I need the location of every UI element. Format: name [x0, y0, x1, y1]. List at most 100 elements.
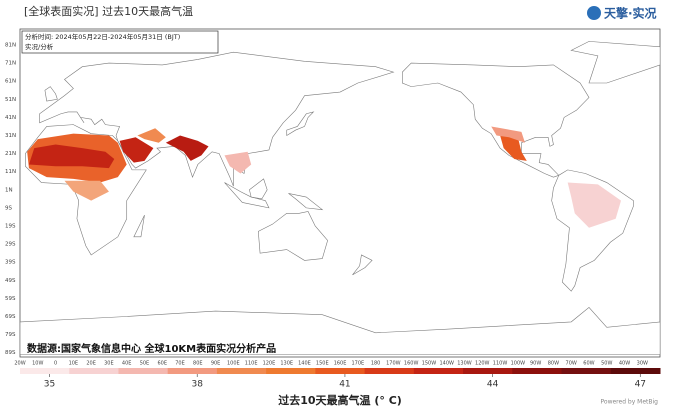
lon-label: 140W — [439, 361, 454, 367]
madagascar — [134, 215, 145, 237]
lat-label: 71N — [5, 61, 16, 67]
north-america — [402, 63, 589, 177]
lat-label: 39S — [5, 260, 16, 266]
lat-label: 49S — [5, 278, 16, 284]
warm-us — [491, 126, 525, 143]
lat-label: 41N — [5, 115, 16, 121]
lon-label: 50W — [601, 361, 612, 367]
lon-label: 170E — [351, 361, 364, 367]
colorbar-segment — [69, 368, 119, 374]
lat-label: 31N — [5, 133, 16, 139]
uk — [45, 87, 57, 101]
logo-icon — [587, 6, 601, 20]
lon-label: 60E — [157, 361, 167, 367]
lon-label: 160E — [334, 361, 347, 367]
lon-label: 130E — [280, 361, 293, 367]
source: 数据源:国家气象信息中心 全球10KM表面实况分析产品 — [27, 342, 276, 355]
colorbar-title: 过去10天最高气温 (° C) — [278, 393, 402, 407]
colorbar-segment — [266, 368, 316, 374]
lon-label: 90W — [530, 361, 541, 367]
greenland — [571, 41, 660, 83]
credit: Powered by MetBig — [601, 399, 659, 406]
lon-label: 0 — [54, 361, 57, 367]
colorbar-tick-label: 35 — [44, 380, 55, 390]
lon-label: 140E — [298, 361, 311, 367]
colorbar-segment — [610, 368, 661, 374]
lon-label: 180 — [371, 361, 381, 367]
hot-arabia — [119, 137, 154, 163]
colorbar-tick-label: 47 — [635, 380, 646, 390]
lat-label: 9S — [5, 205, 12, 211]
title: [全球表面实况] 过去10天最高气温 — [24, 4, 193, 18]
australia — [258, 212, 327, 261]
colorbar-segment — [216, 368, 267, 374]
borneo — [249, 179, 267, 199]
colorbar-tick-label: 41 — [339, 380, 350, 390]
product-kind: 实况/分析 — [25, 42, 54, 51]
lon-label: 50E — [140, 361, 150, 367]
lon-label: 70E — [175, 361, 185, 367]
lon-label: 120W — [475, 361, 490, 367]
lat-label: 51N — [5, 97, 16, 103]
hot-india — [165, 135, 209, 161]
lat-label: 21N — [5, 151, 16, 157]
lon-label: 20E — [86, 361, 96, 367]
new-guinea — [289, 193, 323, 209]
lon-label: 160W — [404, 361, 419, 367]
lon-label: 20W — [14, 361, 25, 367]
lat-label: 89S — [5, 350, 16, 356]
lon-label: 10W — [32, 361, 43, 367]
lat-label: 19S — [5, 224, 16, 230]
lat-label: 59S — [5, 296, 16, 302]
lon-label: 10E — [69, 361, 79, 367]
lon-label: 80E — [193, 361, 203, 367]
info-box — [21, 30, 219, 54]
lat-label: 69S — [5, 314, 16, 320]
colorbar-segment — [463, 368, 513, 374]
lon-label: 100E — [227, 361, 240, 367]
colorbar-segment — [167, 368, 218, 374]
indonesia — [225, 183, 269, 208]
warm-africa — [64, 180, 109, 201]
lon-label: 60W — [583, 361, 594, 367]
colorbar-segment — [561, 368, 612, 374]
logo: 天擎·实况 — [604, 6, 657, 21]
warm-brazil — [567, 182, 622, 228]
new-zealand — [353, 255, 373, 275]
hot-sahara — [28, 144, 115, 169]
lat-label: 79S — [5, 332, 16, 338]
colorbar-segment — [512, 368, 563, 374]
warm-se-asia — [224, 151, 252, 174]
lat-label: 11N — [5, 169, 16, 175]
lon-label: 30E — [104, 361, 114, 367]
colorbar-segment — [118, 368, 169, 374]
colorbar-segment — [315, 368, 366, 374]
lon-label: 110E — [245, 361, 258, 367]
lon-label: 100W — [511, 361, 526, 367]
lat-label: 61N — [5, 79, 16, 85]
japan — [287, 112, 314, 136]
lat-label: 81N — [5, 43, 16, 49]
lon-label: 90E — [211, 361, 221, 367]
lon-label: 70W — [566, 361, 577, 367]
colorbar-segment — [413, 368, 464, 374]
lon-label: 30W — [637, 361, 648, 367]
lon-label: 150E — [316, 361, 329, 367]
analysis-time: 分析时间: 2024年05月22日-2024年05月31日 (BJT) — [25, 32, 180, 41]
lon-label: 120E — [263, 361, 276, 367]
colorbar-segment — [364, 368, 415, 374]
lat-label: 1N — [5, 187, 13, 193]
colorbar-tick-label: 38 — [192, 380, 204, 390]
lon-label: 130W — [457, 361, 472, 367]
lon-label: 40W — [619, 361, 630, 367]
lon-label: 170W — [386, 361, 401, 367]
antarctica — [20, 307, 660, 354]
lon-label: 40E — [122, 361, 132, 367]
colorbar-tick-label: 44 — [487, 380, 499, 390]
lon-label: 110W — [493, 361, 508, 367]
hot-mexico — [500, 135, 527, 161]
hot-iran — [137, 128, 166, 143]
lon-label: 150W — [422, 361, 437, 367]
